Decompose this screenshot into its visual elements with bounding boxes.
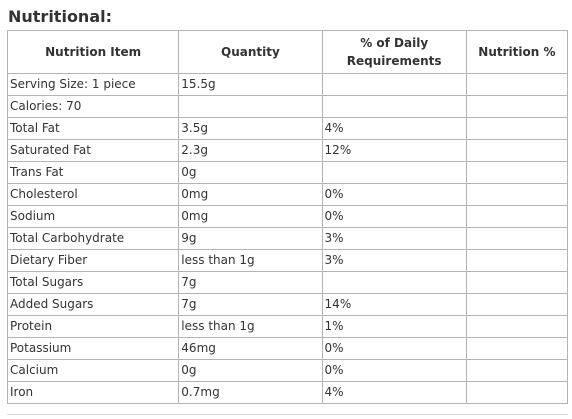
- table-row: Sodium 0mg 0%: [6, 205, 569, 228]
- cell-nutrition-percent: [465, 95, 569, 118]
- cell-quantity: 2.3g: [178, 139, 323, 162]
- cell-nutrition-percent: [465, 293, 569, 316]
- cell-nutrition-percent: [465, 161, 569, 184]
- page-heading: Nutritional:: [8, 7, 112, 26]
- header-nutrition-percent: Nutrition %: [465, 30, 569, 74]
- header-daily-requirements: % of Daily Requirements: [321, 30, 467, 74]
- cell-daily-requirement: [321, 161, 467, 184]
- header-nutrition-item: Nutrition Item: [6, 30, 180, 74]
- cell-nutrition-percent: [465, 139, 569, 162]
- cell-nutrition-item: Calories: 70: [6, 95, 180, 118]
- cell-daily-requirement: [321, 271, 467, 294]
- cell-quantity: 0mg: [178, 205, 323, 228]
- cell-nutrition-item: Added Sugars: [6, 293, 180, 316]
- cell-quantity: 9g: [178, 227, 323, 250]
- cell-nutrition-item: Total Fat: [6, 117, 180, 140]
- cell-nutrition-item: Potassium: [6, 337, 180, 360]
- cell-quantity: 0mg: [178, 183, 323, 206]
- table-row: Calories: 70: [6, 95, 569, 118]
- cell-nutrition-percent: [465, 315, 569, 338]
- cell-quantity: 0g: [178, 161, 323, 184]
- cell-nutrition-percent: [465, 381, 569, 404]
- cell-daily-requirement: 1%: [321, 315, 467, 338]
- table-row: Saturated Fat 2.3g 12%: [6, 139, 569, 162]
- cell-nutrition-item: Trans Fat: [6, 161, 180, 184]
- bottom-divider: [7, 414, 568, 415]
- table-row: Cholesterol 0mg 0%: [6, 183, 569, 206]
- cell-daily-requirement: 0%: [321, 337, 467, 360]
- cell-daily-requirement: 0%: [321, 359, 467, 382]
- table-row: Trans Fat 0g: [6, 161, 569, 184]
- cell-nutrition-percent: [465, 227, 569, 250]
- cell-nutrition-item: Protein: [6, 315, 180, 338]
- cell-quantity: 7g: [178, 271, 323, 294]
- table-row: Calcium 0g 0%: [6, 359, 569, 382]
- cell-quantity: 46mg: [178, 337, 323, 360]
- cell-daily-requirement: 4%: [321, 117, 467, 140]
- cell-quantity: 7g: [178, 293, 323, 316]
- table-row: Protein less than 1g 1%: [6, 315, 569, 338]
- table-row: Total Fat 3.5g 4%: [6, 117, 569, 140]
- cell-quantity: 15.5g: [178, 73, 323, 96]
- cell-daily-requirement: 0%: [321, 205, 467, 228]
- cell-daily-requirement: 0%: [321, 183, 467, 206]
- nutrition-table: Nutrition Item Quantity % of Daily Requi…: [6, 30, 569, 404]
- cell-quantity: less than 1g: [178, 249, 323, 272]
- cell-daily-requirement: 14%: [321, 293, 467, 316]
- cell-nutrition-percent: [465, 205, 569, 228]
- cell-nutrition-item: Serving Size: 1 piece: [6, 73, 180, 96]
- table-header-row: Nutrition Item Quantity % of Daily Requi…: [6, 30, 569, 74]
- cell-daily-requirement: 4%: [321, 381, 467, 404]
- cell-nutrition-percent: [465, 271, 569, 294]
- table-row: Serving Size: 1 piece 15.5g: [6, 73, 569, 96]
- cell-nutrition-item: Saturated Fat: [6, 139, 180, 162]
- table-row: Dietary Fiber less than 1g 3%: [6, 249, 569, 272]
- cell-quantity: less than 1g: [178, 315, 323, 338]
- cell-daily-requirement: [321, 95, 467, 118]
- cell-daily-requirement: 12%: [321, 139, 467, 162]
- cell-nutrition-item: Sodium: [6, 205, 180, 228]
- header-quantity: Quantity: [178, 30, 323, 74]
- cell-nutrition-percent: [465, 183, 569, 206]
- cell-daily-requirement: 3%: [321, 249, 467, 272]
- table-row: Added Sugars 7g 14%: [6, 293, 569, 316]
- table-row: Total Carbohydrate 9g 3%: [6, 227, 569, 250]
- cell-nutrition-item: Total Sugars: [6, 271, 180, 294]
- cell-nutrition-percent: [465, 73, 569, 96]
- cell-daily-requirement: 3%: [321, 227, 467, 250]
- cell-nutrition-percent: [465, 337, 569, 360]
- cell-nutrition-percent: [465, 249, 569, 272]
- cell-nutrition-item: Dietary Fiber: [6, 249, 180, 272]
- cell-quantity: [178, 95, 323, 118]
- cell-quantity: 3.5g: [178, 117, 323, 140]
- table-row: Iron 0.7mg 4%: [6, 381, 569, 404]
- table-body: Serving Size: 1 piece 15.5g Calories: 70 To…: [6, 73, 569, 404]
- table-row: Potassium 46mg 0%: [6, 337, 569, 360]
- cell-quantity: 0.7mg: [178, 381, 323, 404]
- cell-quantity: 0g: [178, 359, 323, 382]
- table-row: Total Sugars 7g: [6, 271, 569, 294]
- cell-nutrition-percent: [465, 117, 569, 140]
- cell-nutrition-item: Cholesterol: [6, 183, 180, 206]
- cell-nutrition-item: Total Carbohydrate: [6, 227, 180, 250]
- cell-nutrition-percent: [465, 359, 569, 382]
- cell-daily-requirement: [321, 73, 467, 96]
- cell-nutrition-item: Calcium: [6, 359, 180, 382]
- cell-nutrition-item: Iron: [6, 381, 180, 404]
